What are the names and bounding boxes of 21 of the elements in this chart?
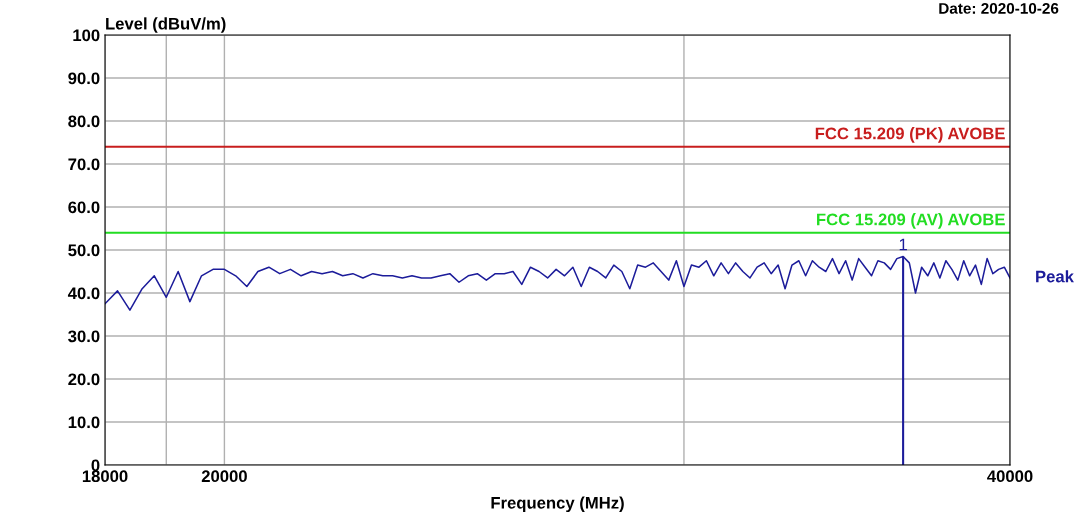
y-tick-label: 80.0: [68, 115, 100, 128]
y-tick-label: 100: [73, 29, 100, 42]
ref-line-label: FCC 15.209 (AV) AVOBE: [817, 213, 1005, 229]
y-tick-label: 60.0: [68, 201, 100, 214]
x-tick-label: 18000: [82, 470, 128, 483]
ref-line-label: FCC 15.209 (PK) AVOBE: [815, 127, 1005, 143]
y-tick-label: 90.0: [68, 72, 100, 85]
y-axis-title: Level (dBuV/m): [106, 17, 226, 33]
y-tick-label: 70.0: [68, 158, 100, 171]
y-tick-label: 10.0: [68, 416, 100, 429]
x-tick-label: 40000: [987, 470, 1033, 483]
series-label: Peak: [1036, 270, 1074, 283]
annotation: 1: [899, 238, 907, 251]
y-tick-label: 30.0: [68, 330, 100, 343]
y-tick-label: 40.0: [67, 287, 100, 300]
x-axis-title: Frequency (MHz): [491, 496, 624, 513]
text: Date: 2020-10-26: [939, 2, 1059, 14]
y-tick-label: 0: [91, 459, 100, 472]
y-tick-label: 50.0: [68, 244, 100, 257]
y-tick-label: 20.0: [68, 373, 100, 386]
x-tick-label: 20000: [201, 470, 247, 483]
